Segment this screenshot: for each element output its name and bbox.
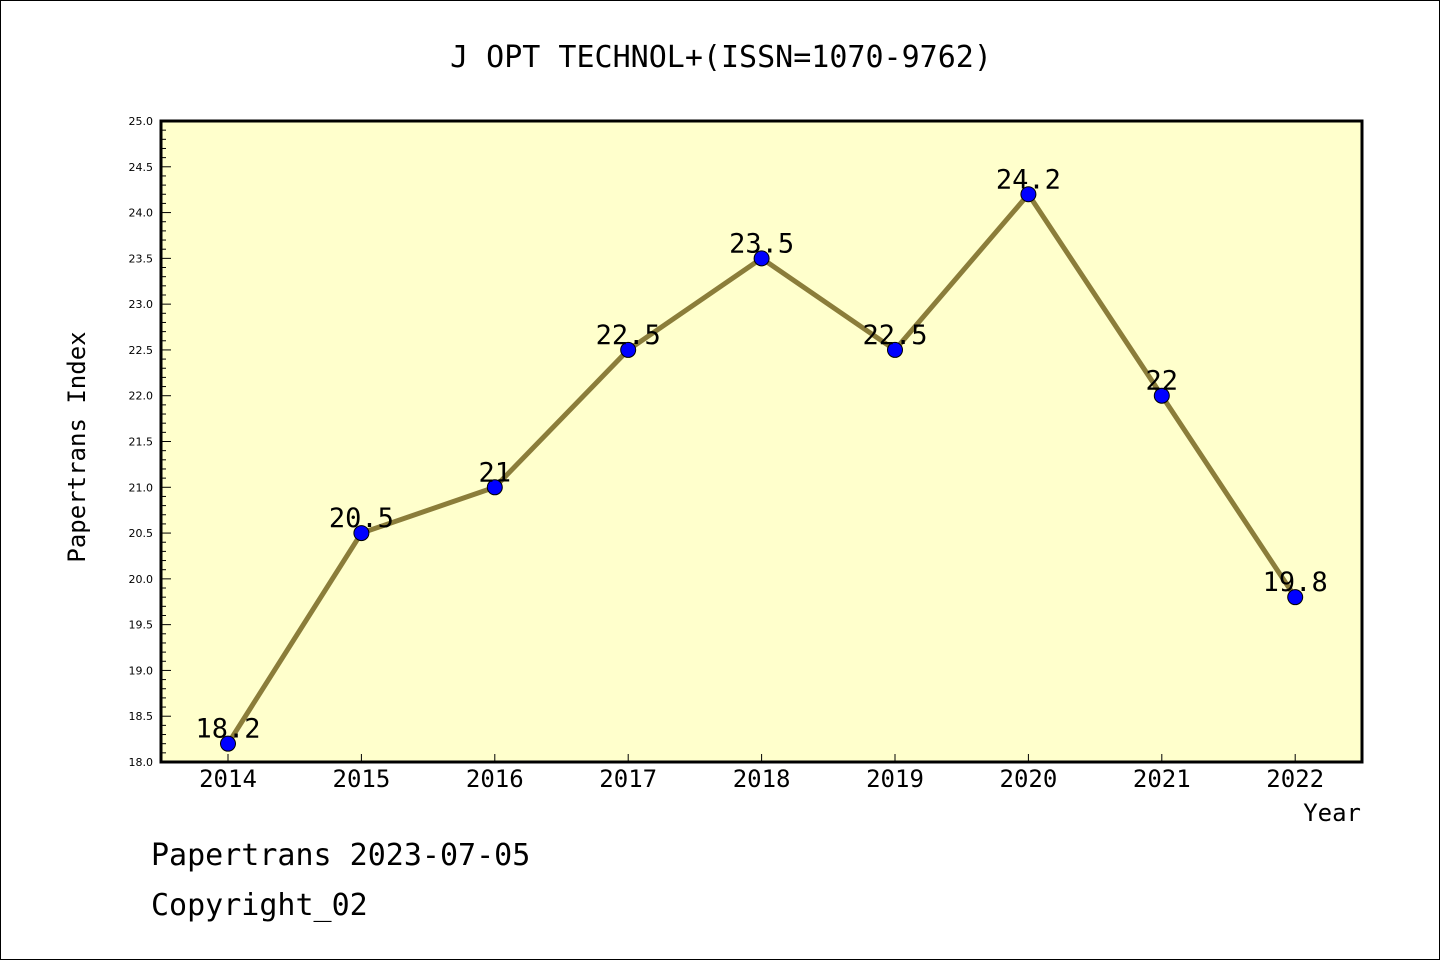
data-label: 22.5: [596, 320, 661, 351]
y-tick-label: 24.5: [129, 161, 154, 174]
x-tick-label: 2018: [733, 765, 791, 793]
data-label: 22.5: [862, 320, 927, 351]
y-tick-label: 22.5: [129, 344, 154, 357]
x-tick-label: 2017: [599, 765, 657, 793]
y-tick-label: 21.5: [129, 436, 154, 449]
x-tick-label: 2015: [333, 765, 391, 793]
data-label: 23.5: [729, 228, 794, 259]
data-point: [353, 525, 370, 542]
y-tick-label: 21.0: [129, 481, 154, 494]
x-tick-label: 2022: [1266, 765, 1324, 793]
x-tick-label: 2016: [466, 765, 524, 793]
y-tick-label: 20.5: [129, 527, 154, 540]
data-point: [1020, 186, 1037, 203]
y-axis-title: Papertrans Index: [63, 331, 91, 562]
data-point: [220, 735, 236, 752]
y-tick-label: 25.0: [129, 115, 154, 128]
data-label: 21: [479, 457, 512, 488]
y-axis: 18.0 18.5 19.0 19.5 20.0 20.5 21.0 21.5 22.0 22.5…: [129, 115, 171, 769]
chart-title: J OPT TECHNOL+(ISSN=1070-9762): [450, 40, 992, 75]
x-axis-title: Year: [1303, 799, 1361, 827]
x-tick-label: 2014: [199, 765, 257, 793]
data-point: [753, 250, 770, 267]
data-label: 18.2: [195, 714, 260, 745]
data-label: 19.8: [1263, 567, 1328, 598]
x-tick-label: 2020: [1000, 765, 1058, 793]
data-series: 18.2 20.5 21 22.5 23.5 22.5 24.2 22 19.8: [195, 164, 1328, 752]
plot-area: [159, 119, 1364, 764]
data-point: [486, 479, 503, 496]
x-tick-label: 2021: [1133, 765, 1191, 793]
data-label: 20.5: [329, 503, 394, 534]
data-point: [620, 341, 637, 358]
data-point: [1153, 387, 1170, 404]
y-tick-label: 19.5: [129, 619, 154, 632]
data-label: 22: [1146, 366, 1179, 397]
footer-copyright: Copyright_02: [151, 888, 368, 923]
y-tick-label: 22.0: [129, 390, 154, 403]
data-point: [887, 341, 903, 358]
x-axis: 2014 2015 2016 2017 2018 2019 2020 2021 2022: [199, 754, 1324, 793]
y-tick-label: 18.0: [129, 756, 154, 769]
y-tick-label: 18.5: [129, 710, 154, 723]
y-tick-label: 23.0: [129, 298, 154, 311]
y-tick-label: 24.0: [129, 207, 154, 220]
y-tick-label: 19.0: [129, 664, 154, 677]
y-tick-label: 20.0: [129, 573, 154, 586]
footer-date: Papertrans 2023-07-05: [151, 838, 530, 873]
data-label: 24.2: [996, 164, 1061, 195]
data-point: [1287, 589, 1304, 606]
y-tick-label: 23.5: [129, 252, 154, 265]
x-tick-label: 2019: [866, 765, 924, 793]
